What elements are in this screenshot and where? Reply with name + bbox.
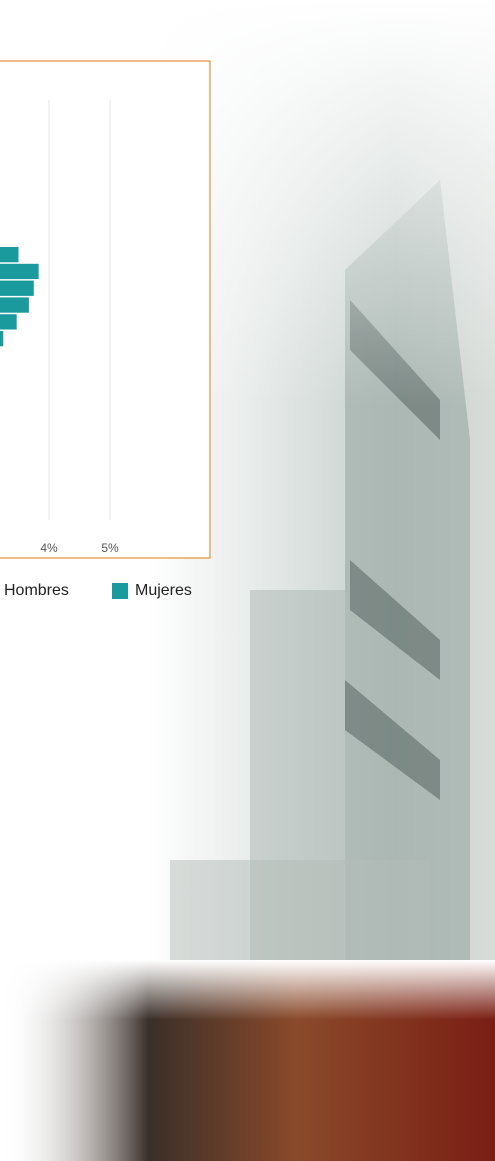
plot-area: 4% 5% bbox=[0, 100, 119, 555]
bar bbox=[0, 263, 39, 280]
legend-label: Mujeres bbox=[135, 582, 192, 599]
bar bbox=[0, 297, 29, 313]
legend: Hombres Mujeres bbox=[4, 582, 192, 599]
bar bbox=[0, 314, 17, 330]
chart-frame bbox=[0, 60, 211, 559]
legend-label: Hombres bbox=[4, 582, 69, 599]
bar bbox=[0, 247, 19, 263]
bar bbox=[0, 280, 34, 296]
legend-swatch bbox=[112, 583, 128, 599]
x-tick-label: 4% bbox=[40, 541, 58, 555]
bar bbox=[0, 331, 4, 347]
x-tick-label: 5% bbox=[101, 541, 119, 555]
